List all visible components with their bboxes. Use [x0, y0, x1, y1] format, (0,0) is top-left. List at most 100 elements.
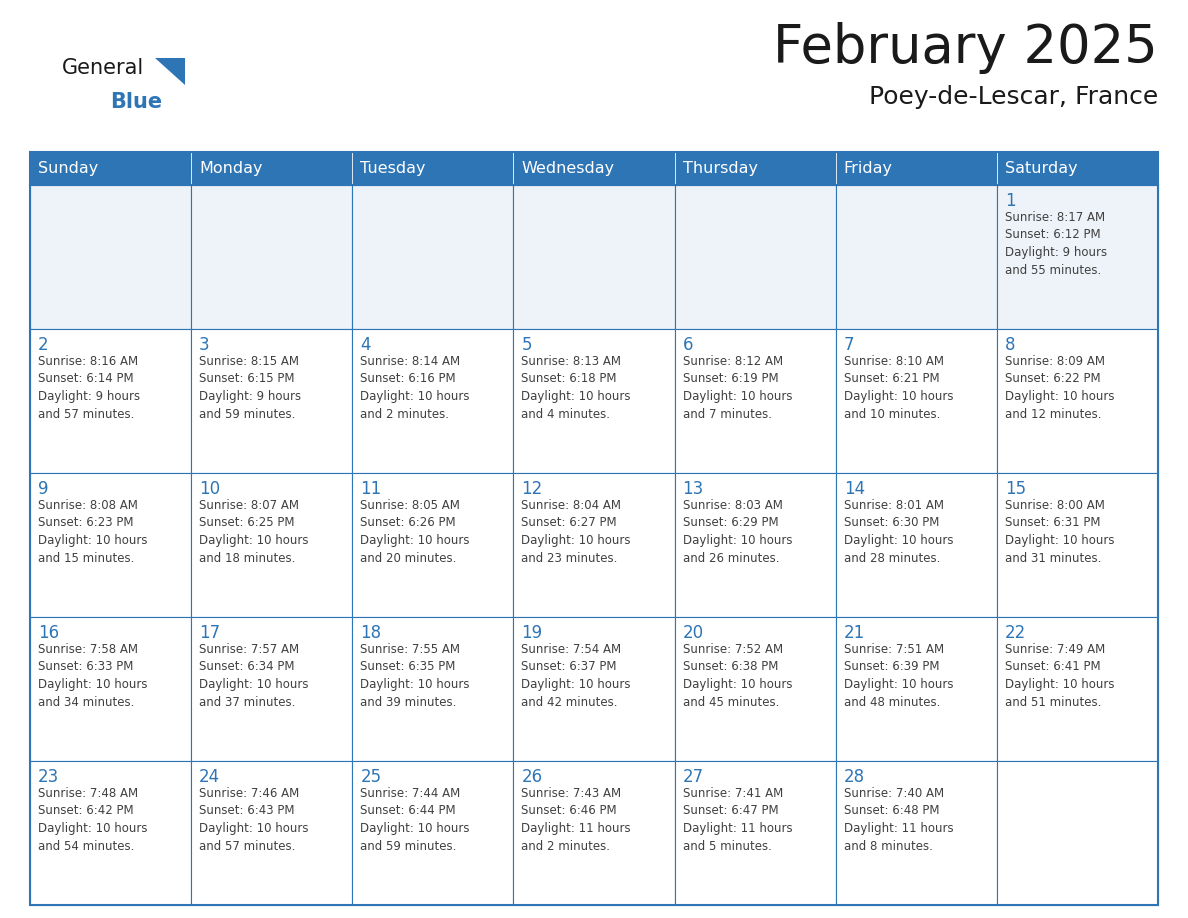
Text: 21: 21	[843, 624, 865, 642]
Bar	[835, 473, 997, 617]
Text: Wednesday: Wednesday	[522, 161, 614, 176]
Text: Sunrise: 7:48 AM
Sunset: 6:42 PM
Daylight: 10 hours
and 54 minutes.: Sunrise: 7:48 AM Sunset: 6:42 PM Dayligh…	[38, 787, 147, 853]
Text: Sunday: Sunday	[38, 161, 99, 176]
Bar	[513, 617, 675, 761]
Text: Sunrise: 7:44 AM
Sunset: 6:44 PM
Daylight: 10 hours
and 59 minutes.: Sunrise: 7:44 AM Sunset: 6:44 PM Dayligh…	[360, 787, 469, 853]
Bar	[191, 761, 353, 905]
Bar	[835, 329, 997, 473]
Bar	[30, 152, 191, 185]
Text: Tuesday: Tuesday	[360, 161, 425, 176]
Bar	[191, 473, 353, 617]
Bar	[353, 761, 513, 905]
Text: Sunrise: 7:46 AM
Sunset: 6:43 PM
Daylight: 10 hours
and 57 minutes.: Sunrise: 7:46 AM Sunset: 6:43 PM Dayligh…	[200, 787, 309, 853]
Text: 5: 5	[522, 336, 532, 354]
Text: Sunrise: 7:40 AM
Sunset: 6:48 PM
Daylight: 11 hours
and 8 minutes.: Sunrise: 7:40 AM Sunset: 6:48 PM Dayligh…	[843, 787, 953, 853]
Text: Sunrise: 8:04 AM
Sunset: 6:27 PM
Daylight: 10 hours
and 23 minutes.: Sunrise: 8:04 AM Sunset: 6:27 PM Dayligh…	[522, 499, 631, 565]
Text: Sunrise: 7:49 AM
Sunset: 6:41 PM
Daylight: 10 hours
and 51 minutes.: Sunrise: 7:49 AM Sunset: 6:41 PM Dayligh…	[1005, 643, 1114, 709]
Bar	[675, 329, 835, 473]
Bar	[30, 617, 191, 761]
Text: Sunrise: 8:07 AM
Sunset: 6:25 PM
Daylight: 10 hours
and 18 minutes.: Sunrise: 8:07 AM Sunset: 6:25 PM Dayligh…	[200, 499, 309, 565]
Text: 12: 12	[522, 480, 543, 498]
Text: Sunrise: 7:43 AM
Sunset: 6:46 PM
Daylight: 11 hours
and 2 minutes.: Sunrise: 7:43 AM Sunset: 6:46 PM Dayligh…	[522, 787, 631, 853]
Text: Sunrise: 7:57 AM
Sunset: 6:34 PM
Daylight: 10 hours
and 37 minutes.: Sunrise: 7:57 AM Sunset: 6:34 PM Dayligh…	[200, 643, 309, 709]
Text: Poey-de-Lescar, France: Poey-de-Lescar, France	[868, 85, 1158, 109]
Text: 15: 15	[1005, 480, 1026, 498]
Text: Sunrise: 8:01 AM
Sunset: 6:30 PM
Daylight: 10 hours
and 28 minutes.: Sunrise: 8:01 AM Sunset: 6:30 PM Dayligh…	[843, 499, 953, 565]
Bar	[997, 185, 1158, 329]
Bar	[513, 761, 675, 905]
Text: 13: 13	[683, 480, 703, 498]
Text: 17: 17	[200, 624, 220, 642]
Bar	[513, 329, 675, 473]
Text: Thursday: Thursday	[683, 161, 758, 176]
Text: February 2025: February 2025	[773, 22, 1158, 74]
Text: 11: 11	[360, 480, 381, 498]
Text: Sunrise: 7:58 AM
Sunset: 6:33 PM
Daylight: 10 hours
and 34 minutes.: Sunrise: 7:58 AM Sunset: 6:33 PM Dayligh…	[38, 643, 147, 709]
Text: Sunrise: 8:09 AM
Sunset: 6:22 PM
Daylight: 10 hours
and 12 minutes.: Sunrise: 8:09 AM Sunset: 6:22 PM Dayligh…	[1005, 355, 1114, 420]
Text: Sunrise: 8:08 AM
Sunset: 6:23 PM
Daylight: 10 hours
and 15 minutes.: Sunrise: 8:08 AM Sunset: 6:23 PM Dayligh…	[38, 499, 147, 565]
Text: 4: 4	[360, 336, 371, 354]
Bar	[513, 473, 675, 617]
Text: 23: 23	[38, 768, 59, 786]
Text: Sunrise: 7:55 AM
Sunset: 6:35 PM
Daylight: 10 hours
and 39 minutes.: Sunrise: 7:55 AM Sunset: 6:35 PM Dayligh…	[360, 643, 469, 709]
Bar	[353, 473, 513, 617]
Bar	[353, 185, 513, 329]
Bar	[835, 152, 997, 185]
Bar	[191, 152, 353, 185]
Text: Sunrise: 7:41 AM
Sunset: 6:47 PM
Daylight: 11 hours
and 5 minutes.: Sunrise: 7:41 AM Sunset: 6:47 PM Dayligh…	[683, 787, 792, 853]
Text: Sunrise: 8:12 AM
Sunset: 6:19 PM
Daylight: 10 hours
and 7 minutes.: Sunrise: 8:12 AM Sunset: 6:19 PM Dayligh…	[683, 355, 792, 420]
Text: Sunrise: 7:51 AM
Sunset: 6:39 PM
Daylight: 10 hours
and 48 minutes.: Sunrise: 7:51 AM Sunset: 6:39 PM Dayligh…	[843, 643, 953, 709]
Text: General: General	[62, 58, 144, 78]
Text: Blue: Blue	[110, 92, 162, 112]
Text: Sunrise: 8:10 AM
Sunset: 6:21 PM
Daylight: 10 hours
and 10 minutes.: Sunrise: 8:10 AM Sunset: 6:21 PM Dayligh…	[843, 355, 953, 420]
Text: 28: 28	[843, 768, 865, 786]
Text: 14: 14	[843, 480, 865, 498]
Text: Sunrise: 8:00 AM
Sunset: 6:31 PM
Daylight: 10 hours
and 31 minutes.: Sunrise: 8:00 AM Sunset: 6:31 PM Dayligh…	[1005, 499, 1114, 565]
Bar	[353, 617, 513, 761]
Bar	[30, 761, 191, 905]
Bar	[835, 185, 997, 329]
Text: 3: 3	[200, 336, 210, 354]
Text: 26: 26	[522, 768, 543, 786]
Bar	[30, 152, 1158, 905]
Text: Sunrise: 8:16 AM
Sunset: 6:14 PM
Daylight: 9 hours
and 57 minutes.: Sunrise: 8:16 AM Sunset: 6:14 PM Dayligh…	[38, 355, 140, 420]
Text: Sunrise: 8:15 AM
Sunset: 6:15 PM
Daylight: 9 hours
and 59 minutes.: Sunrise: 8:15 AM Sunset: 6:15 PM Dayligh…	[200, 355, 302, 420]
Text: 2: 2	[38, 336, 49, 354]
Bar	[513, 185, 675, 329]
Bar	[191, 185, 353, 329]
Bar	[353, 329, 513, 473]
Text: Sunrise: 8:05 AM
Sunset: 6:26 PM
Daylight: 10 hours
and 20 minutes.: Sunrise: 8:05 AM Sunset: 6:26 PM Dayligh…	[360, 499, 469, 565]
Bar	[191, 329, 353, 473]
Bar	[997, 329, 1158, 473]
Text: 24: 24	[200, 768, 220, 786]
Text: 16: 16	[38, 624, 59, 642]
Text: 6: 6	[683, 336, 693, 354]
Text: 27: 27	[683, 768, 703, 786]
Bar	[835, 761, 997, 905]
Text: 25: 25	[360, 768, 381, 786]
Text: 7: 7	[843, 336, 854, 354]
Bar	[997, 152, 1158, 185]
Bar	[30, 473, 191, 617]
Bar	[997, 473, 1158, 617]
Text: Sunrise: 8:17 AM
Sunset: 6:12 PM
Daylight: 9 hours
and 55 minutes.: Sunrise: 8:17 AM Sunset: 6:12 PM Dayligh…	[1005, 211, 1107, 276]
Bar	[675, 473, 835, 617]
Bar	[675, 185, 835, 329]
Text: Sunrise: 8:14 AM
Sunset: 6:16 PM
Daylight: 10 hours
and 2 minutes.: Sunrise: 8:14 AM Sunset: 6:16 PM Dayligh…	[360, 355, 469, 420]
Text: Sunrise: 7:54 AM
Sunset: 6:37 PM
Daylight: 10 hours
and 42 minutes.: Sunrise: 7:54 AM Sunset: 6:37 PM Dayligh…	[522, 643, 631, 709]
Text: 20: 20	[683, 624, 703, 642]
Text: Monday: Monday	[200, 161, 263, 176]
Polygon shape	[154, 58, 185, 85]
Bar	[191, 617, 353, 761]
Bar	[353, 152, 513, 185]
Bar	[513, 152, 675, 185]
Bar	[675, 152, 835, 185]
Text: 10: 10	[200, 480, 220, 498]
Bar	[835, 617, 997, 761]
Bar	[997, 617, 1158, 761]
Text: Friday: Friday	[843, 161, 892, 176]
Text: 8: 8	[1005, 336, 1016, 354]
Text: Saturday: Saturday	[1005, 161, 1078, 176]
Text: 18: 18	[360, 624, 381, 642]
Bar	[675, 761, 835, 905]
